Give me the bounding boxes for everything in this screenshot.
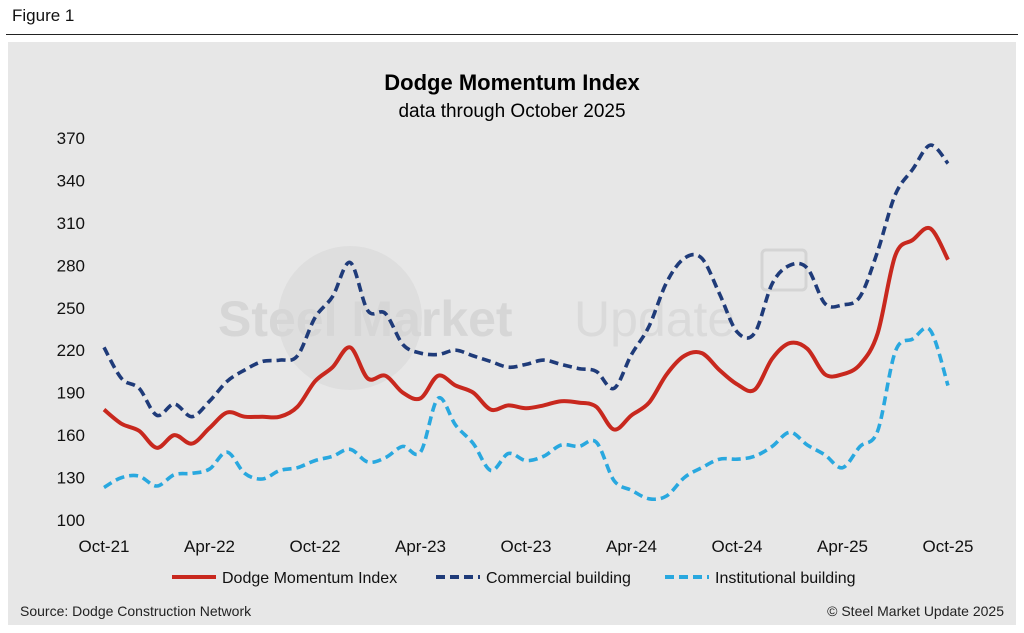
y-tick-label: 310 — [57, 214, 85, 233]
x-tick-label: Apr-22 — [184, 537, 235, 556]
x-axis-ticks: Oct-21 Apr-22 Oct-22 Apr-23 Oct-23 Apr-24 Oct-… — [78, 537, 973, 556]
chart-title: Dodge Momentum Index — [384, 70, 640, 95]
y-tick-label: 250 — [57, 299, 85, 318]
x-tick-label: Apr-24 — [606, 537, 657, 556]
legend-label-commercial-building: Commercial building — [486, 570, 631, 587]
y-tick-label: 370 — [57, 129, 85, 148]
x-tick-label: Oct-22 — [289, 537, 340, 556]
series-line-institutional-building — [103, 326, 950, 502]
legend-label-dodge-momentum-index: Dodge Momentum Index — [222, 570, 397, 587]
chart-panel — [8, 42, 1016, 625]
y-tick-label: 340 — [57, 171, 85, 190]
y-tick-label: 280 — [57, 256, 85, 275]
watermark-text-bold: Steel Market — [218, 291, 513, 347]
y-tick-label: 220 — [57, 341, 85, 360]
watermark-globe-icon — [278, 246, 422, 390]
x-tick-label: Oct-24 — [711, 537, 762, 556]
watermark-badge-icon — [760, 248, 808, 292]
y-tick-label: 190 — [57, 384, 85, 403]
y-tick-label: 100 — [57, 511, 85, 530]
copyright-note: © Steel Market Update 2025 — [827, 603, 1004, 619]
series-lines — [102, 143, 950, 502]
chart-subtitle: data through October 2025 — [398, 101, 625, 122]
legend-label-institutional-building: Institutional building — [715, 570, 856, 587]
watermark-text-light: Update — [574, 291, 735, 347]
x-tick-label: Oct-21 — [78, 537, 129, 556]
y-tick-label: 130 — [57, 469, 85, 488]
source-note: Source: Dodge Construction Network — [20, 603, 252, 619]
y-tick-label: 160 — [57, 426, 85, 445]
figure-rule — [6, 34, 1018, 35]
series-line-commercial-building — [102, 143, 950, 419]
y-axis-ticks: 100 130 160 190 220 250 280 310 340 370 — [57, 129, 85, 530]
series-line-dodge-momentum-index — [102, 225, 950, 450]
x-tick-label: Apr-23 — [395, 537, 446, 556]
watermark: Steel Market Update — [218, 246, 808, 390]
figure-label: Figure 1 — [12, 6, 75, 25]
x-tick-label: Apr-25 — [817, 537, 868, 556]
legend: Dodge Momentum Index Commercial building I… — [172, 570, 856, 587]
x-tick-label: Oct-25 — [922, 537, 973, 556]
x-tick-label: Oct-23 — [500, 537, 551, 556]
